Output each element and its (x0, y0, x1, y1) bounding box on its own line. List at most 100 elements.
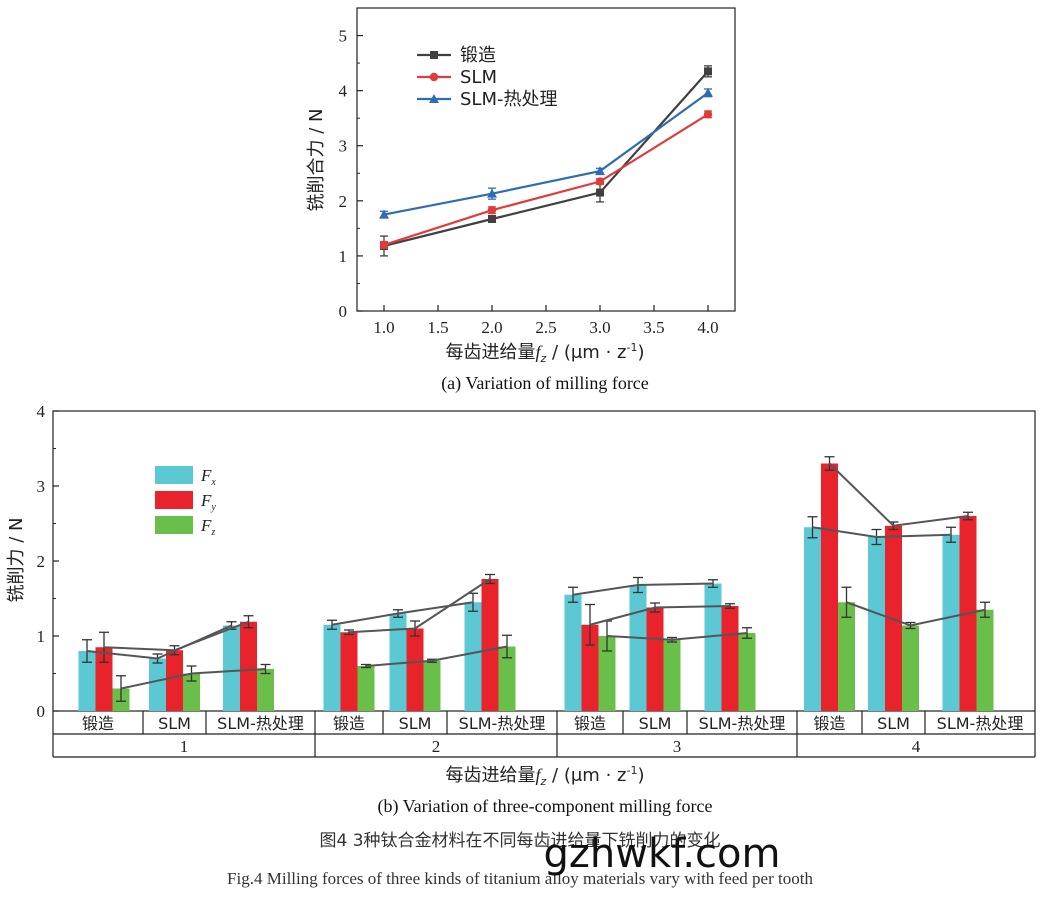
chart-b-bar (498, 646, 516, 711)
chart-b-material-label: SLM-热处理 (699, 714, 786, 733)
chart-a-point (487, 205, 497, 215)
chart-b-legend-swatch (155, 491, 193, 509)
chart-a-legend-label: 锻造 (460, 45, 496, 66)
chart-b-legend-label: Fx (200, 466, 216, 488)
chart-b-group-label: 3 (673, 737, 682, 756)
chart-b-material-label: SLM (399, 714, 432, 733)
chart-a-caption: (a) Variation of milling force (441, 373, 649, 394)
chart-b-bar (868, 537, 885, 711)
chart-b-material-label: 锻造 (813, 714, 845, 733)
chart-b: 0 1 2 3 4 锻造 SLM SLM-热处理 1 锻造 SLM SLM-热处理 2 锻造 SLM SLM… (6, 402, 1036, 817)
chart-b-bar (406, 628, 424, 711)
chart-a: 1.0 1.5 2.0 2.5 3.0 3.5 4.0 0 1 2 3 4 5 锻造SLMSLM-热处理… (306, 7, 736, 394)
chart-a-ytick-label: 5 (339, 27, 348, 46)
chart-a-xtick-label: 2.0 (481, 318, 502, 337)
chart-a-point (703, 87, 713, 97)
chart-b-bar (629, 585, 647, 711)
chart-a-ytick-label: 4 (339, 82, 348, 101)
chart-b-bar (223, 625, 240, 711)
chart-a-point (595, 177, 605, 186)
chart-a-xtick-label: 4.0 (697, 318, 718, 337)
chart-b-bar (340, 632, 358, 711)
watermark: gzhwkf.com (544, 831, 781, 877)
chart-b-trend-line (589, 605, 731, 626)
chart-b-trend-line (365, 645, 508, 667)
chart-b-ytick-label: 0 (37, 702, 46, 721)
chart-b-legend-label: Fy (200, 491, 216, 513)
chart-b-bar (389, 613, 407, 711)
chart-b-bar (481, 579, 499, 711)
chart-a-legend-label: SLM (460, 67, 497, 88)
chart-b-xlabel: 每齿进给量fz / (μm · z-1) (446, 764, 645, 788)
figure-caption-en: Fig.4 Milling forces of three kinds of t… (227, 869, 813, 888)
chart-a-xtick-label: 2.5 (535, 318, 556, 337)
chart-b-bar (183, 673, 200, 711)
chart-a-point (487, 188, 497, 198)
chart-b-bar (646, 607, 664, 711)
chart-b-bar (564, 594, 582, 711)
chart-b-material-label: SLM (158, 714, 191, 733)
chart-a-point (704, 67, 712, 76)
chart-b-bar (257, 669, 274, 711)
chart-b-group-label: 2 (432, 737, 441, 756)
chart-a-series-line (383, 113, 709, 246)
chart-a-frame (356, 7, 736, 312)
chart-b-category-table: 锻造 SLM SLM-热处理 1 锻造 SLM SLM-热处理 2 锻造 SLM SLM-热处理 3 锻… (52, 711, 1036, 758)
chart-b-bar (704, 583, 722, 711)
chart-a-xtick-label: 3.0 (589, 318, 610, 337)
chart-b-bar (976, 609, 994, 711)
chart-b-bar (821, 463, 838, 711)
chart-b-bar (464, 602, 482, 711)
chart-b-material-label: 锻造 (574, 714, 606, 733)
chart-a-xlabel: 每齿进给量fz / (μm · z-1) (446, 341, 645, 365)
chart-b-material-label: SLM-热处理 (937, 714, 1024, 733)
chart-b-bar (423, 660, 441, 711)
chart-b-ytick-label: 2 (37, 552, 46, 571)
chart-a-ytick-label: 3 (339, 137, 348, 156)
chart-b-bar (166, 650, 183, 711)
chart-b-bar (598, 636, 616, 711)
chart-a-ytick-label: 0 (339, 302, 348, 321)
chart-a-ytick-label: 1 (339, 247, 348, 266)
chart-b-legend-swatch (155, 466, 193, 484)
chart-b-trend-line (812, 526, 952, 539)
chart-b-trend-line (606, 632, 748, 641)
chart-a-legend-marker (429, 94, 439, 103)
chart-b-material-label: SLM-热处理 (217, 714, 304, 733)
chart-b-bar (240, 621, 257, 711)
chart-b-trend-line (86, 624, 232, 660)
chart-b-material-label: SLM (639, 714, 672, 733)
chart-a-xtick-label: 1.5 (427, 318, 448, 337)
chart-a-point (595, 166, 605, 176)
chart-b-bar (721, 606, 739, 711)
chart-a-point (703, 110, 713, 119)
chart-b-material-label: 锻造 (333, 714, 365, 733)
chart-b-bar (357, 666, 375, 711)
chart-a-xtick-label: 1.0 (373, 318, 394, 337)
chart-b-group-label: 1 (180, 737, 189, 756)
chart-b-material-label: SLM-热处理 (459, 714, 546, 733)
chart-b-bar (78, 651, 96, 711)
chart-b-legend-swatch (155, 516, 193, 534)
chart-a-point (488, 214, 496, 223)
chart-a-ytick-label: 2 (339, 192, 348, 211)
chart-b-ytick-label: 4 (37, 402, 46, 421)
chart-b-bar (838, 602, 855, 711)
chart-b-bar (149, 658, 166, 711)
chart-b-bar (738, 633, 756, 711)
chart-a-legend-label: SLM-热处理 (460, 89, 557, 110)
chart-a-series-line (383, 91, 709, 216)
chart-a-point (596, 188, 604, 197)
chart-b-bar (663, 639, 681, 711)
chart-a-xtick-label: 3.5 (643, 318, 664, 337)
chart-b-bar (95, 647, 113, 711)
chart-b-bar (323, 624, 341, 711)
chart-b-trend-line (828, 462, 969, 527)
chart-b-trend-line (103, 620, 249, 652)
chart-b-ytick-label: 1 (37, 627, 46, 646)
chart-b-trend-line (572, 582, 714, 596)
chart-b-trend-line (846, 601, 986, 627)
chart-b-bar (902, 625, 919, 711)
